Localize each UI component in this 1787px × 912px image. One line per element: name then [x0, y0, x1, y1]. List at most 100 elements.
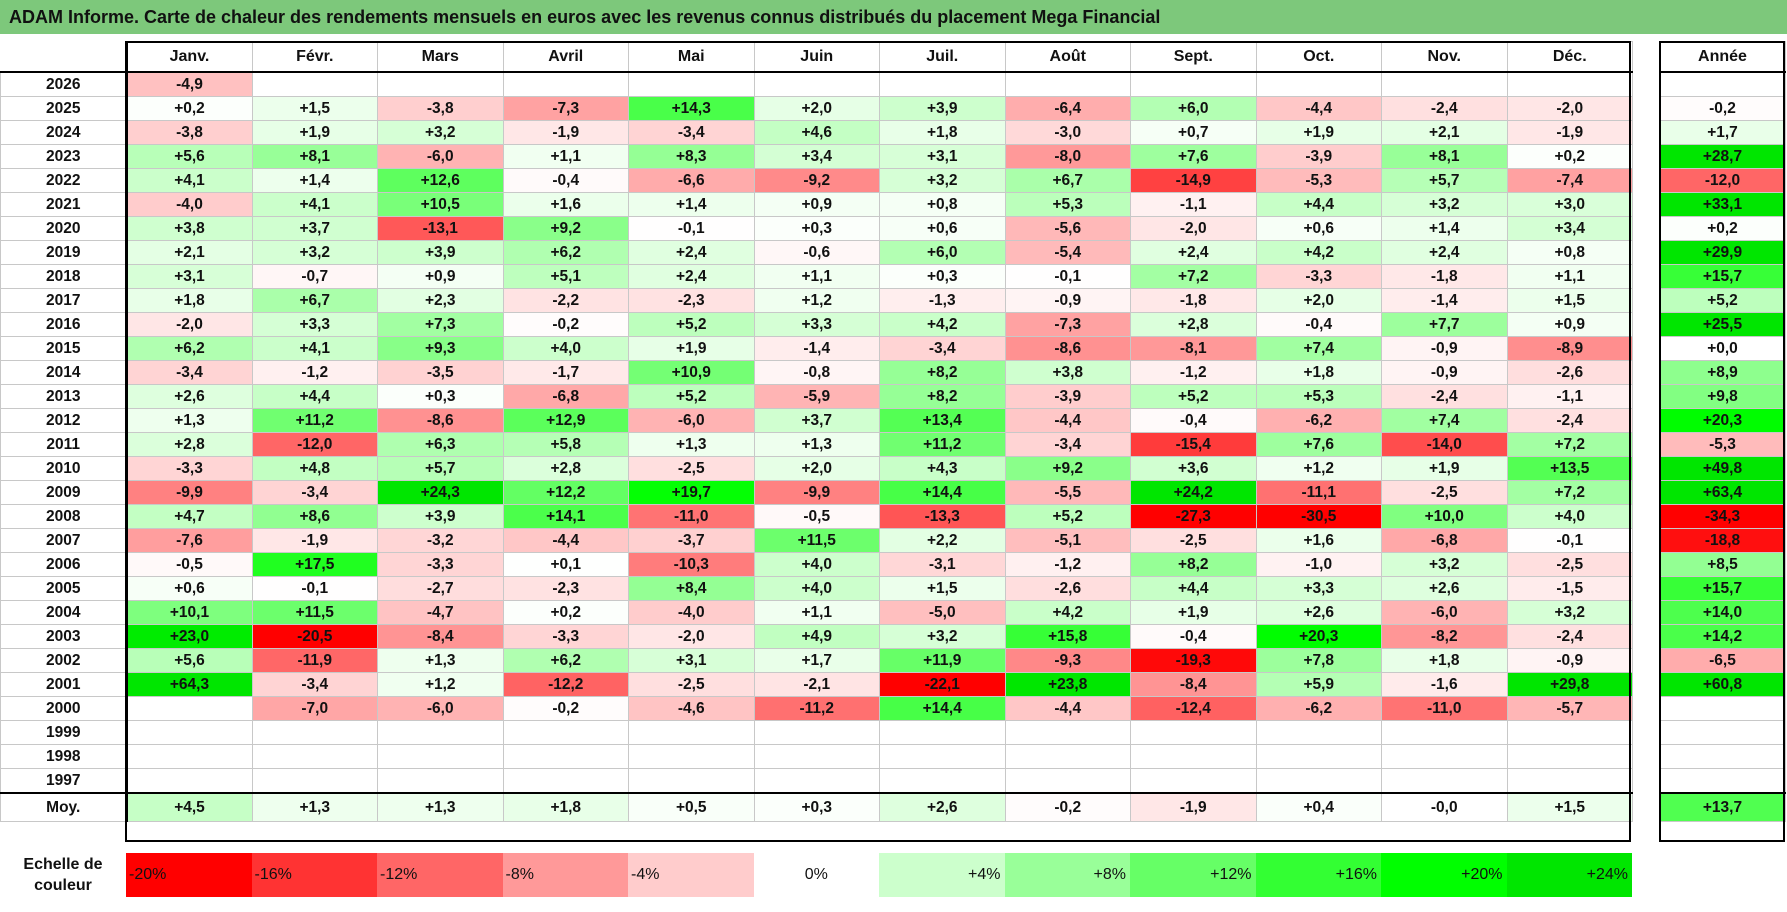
- annual-row: +14,0: [1659, 600, 1786, 625]
- heatmap-cell: +2,3: [377, 288, 504, 313]
- heatmap-cell: +4,8: [251, 456, 378, 481]
- heatmap-cell: -1,7: [502, 360, 629, 385]
- heatmap-cell: [502, 744, 629, 769]
- heatmap-cell: [251, 744, 378, 769]
- heatmap-row: 2016 -2,0 +3,3 +7,3 -0,2 +5,2 +3,3 +4,2 -7,3 +2,8…: [0, 312, 1633, 337]
- heatmap-cell: +4,0: [753, 552, 880, 577]
- color-scale-swatch: +4%: [879, 853, 1005, 897]
- heatmap-cell: +5,8: [502, 432, 629, 457]
- heatmap-cell: [879, 720, 1006, 745]
- heatmap-cell: +2,8: [126, 432, 253, 457]
- heatmap-cell: -5,9: [753, 384, 880, 409]
- heatmap-cell: -2,4: [1506, 624, 1633, 649]
- heatmap-cell: +5,7: [377, 456, 504, 481]
- heatmap-cell: +0,2: [502, 600, 629, 625]
- heatmap-row: 2013 +2,6 +4,4 +0,3 -6,8 +5,2 -5,9 +8,2 -3,9 +5,2…: [0, 384, 1633, 409]
- heatmap-cell: +1,4: [1381, 216, 1508, 241]
- heatmap-cell: [251, 768, 378, 794]
- heatmap-cell: +6,7: [1004, 168, 1131, 193]
- heatmap-cell: -6,0: [628, 408, 755, 433]
- row-year-label: 2025: [0, 96, 128, 121]
- heatmap-cell: +0,7: [1130, 120, 1257, 145]
- heatmap-row: 2020 +3,8 +3,7 -13,1 +9,2 -0,1 +0,3 +0,6 -5,6 -2,…: [0, 216, 1633, 241]
- heatmap-cell: -3,8: [377, 96, 504, 121]
- heatmap-cell: +2,4: [628, 264, 755, 289]
- heatmap-cell: +8,2: [879, 360, 1006, 385]
- heatmap-cell: +0,9: [1506, 312, 1633, 337]
- heatmap-row: 2005 +0,6 -0,1 -2,7 -2,3 +8,4 +4,0 +1,5 -2,6 +4,4…: [0, 576, 1633, 601]
- heatmap-cell: +0,1: [502, 552, 629, 577]
- heatmap-cell: -2,6: [1506, 360, 1633, 385]
- row-year-label: 1999: [0, 720, 128, 745]
- heatmap-cell: -5,3: [1255, 168, 1382, 193]
- annual-row: [1659, 696, 1786, 721]
- heatmap-row: 2000 -7,0 -6,0 -0,2 -4,6 -11,2 +14,4 -4,4 -12,4-…: [0, 696, 1633, 721]
- heatmap-cell: -27,3: [1130, 504, 1257, 529]
- heatmap-cell: -2,4: [1381, 96, 1508, 121]
- heatmap-cell: +4,2: [1004, 600, 1131, 625]
- row-year-label: 2003: [0, 624, 128, 649]
- annual-cell: [1659, 744, 1786, 769]
- heatmap-cell: -2,0: [628, 624, 755, 649]
- heatmap-cell: +3,4: [753, 144, 880, 169]
- heatmap-cell: +14,3: [628, 96, 755, 121]
- annual-cell: +1,7: [1659, 120, 1786, 145]
- row-year-label: 2014: [0, 360, 128, 385]
- heatmap-cell: -2,6: [1004, 576, 1131, 601]
- heatmap-cell: -3,9: [1255, 144, 1382, 169]
- heatmap-cell: -1,0: [1255, 552, 1382, 577]
- heatmap-cell: -12,4: [1130, 696, 1257, 721]
- heatmap-cell: -3,3: [1255, 264, 1382, 289]
- heatmap-cell: [1255, 71, 1382, 97]
- heatmap-cell: +1,8: [879, 120, 1006, 145]
- heatmap-cell: [126, 720, 253, 745]
- heatmap-row: 2025 +0,2 +1,5 -3,8 -7,3 +14,3 +2,0 +3,9 -6,4 +6,…: [0, 96, 1633, 121]
- heatmap-cell: -2,2: [502, 288, 629, 313]
- average-row: Moy. +4,5 +1,3 +1,3 +1,8 +0,5 +0,3 +2,6 -0,2 -1,9…: [0, 792, 1633, 822]
- annual-row: +28,7: [1659, 144, 1786, 169]
- heatmap-cell: +3,1: [628, 648, 755, 673]
- row-year-label: 2016: [0, 312, 128, 337]
- heatmap-cell: +0,9: [753, 192, 880, 217]
- heatmap-cell: -0,6: [753, 240, 880, 265]
- row-year-label: 2019: [0, 240, 128, 265]
- heatmap-cell: -1,9: [251, 528, 378, 553]
- heatmap-cell: +0,8: [879, 192, 1006, 217]
- annual-cell: +60,8: [1659, 672, 1786, 697]
- heatmap-cell: +20,3: [1255, 624, 1382, 649]
- heatmap-cell: +7,6: [1130, 144, 1257, 169]
- heatmap-cell: [377, 720, 504, 745]
- color-scale-swatch: +16%: [1255, 853, 1381, 897]
- heatmap-cell: -1,1: [1130, 192, 1257, 217]
- heatmap-cell: +1,2: [753, 288, 880, 313]
- annual-row: [1659, 720, 1786, 745]
- annual-row: +25,5: [1659, 312, 1786, 337]
- heatmap-row: 2004 +10,1 +11,5 -4,7 +0,2 -4,0 +1,1 -5,0 +4,2 +1…: [0, 600, 1633, 625]
- heatmap-cell: +4,1: [251, 336, 378, 361]
- heatmap-cell: +0,3: [879, 264, 1006, 289]
- heatmap-cell: -0,1: [1506, 528, 1633, 553]
- annual-row: -34,3: [1659, 504, 1786, 529]
- heatmap-cell: +2,6: [126, 384, 253, 409]
- heatmap-cell: +3,2: [1381, 552, 1508, 577]
- color-scale-swatch: 0%: [753, 853, 879, 897]
- annual-row: +14,2: [1659, 624, 1786, 649]
- annual-row: -12,0: [1659, 168, 1786, 193]
- heatmap-cell: +5,6: [126, 648, 253, 673]
- heatmap-row: 2024 -3,8 +1,9 +3,2 -1,9 -3,4 +4,6 +1,8 -3,0 +0,7…: [0, 120, 1633, 145]
- average-cell: +1,3: [251, 792, 378, 822]
- heatmap-cell: [502, 768, 629, 794]
- heatmap-cell: +9,2: [1004, 456, 1131, 481]
- color-scale-swatch: -20%: [126, 853, 252, 897]
- heatmap-cell: +1,3: [377, 648, 504, 673]
- heatmap-cell: -9,9: [126, 480, 253, 505]
- row-year-label: 2024: [0, 120, 128, 145]
- heatmap-cell: [1004, 720, 1131, 745]
- annual-cell: +33,1: [1659, 192, 1786, 217]
- heatmap-cell: +11,9: [879, 648, 1006, 673]
- heatmap-cell: [377, 744, 504, 769]
- heatmap-cell: -4,0: [126, 192, 253, 217]
- annual-cell: +29,9: [1659, 240, 1786, 265]
- annual-cell: [1659, 768, 1786, 794]
- heatmap-cell: -10,3: [628, 552, 755, 577]
